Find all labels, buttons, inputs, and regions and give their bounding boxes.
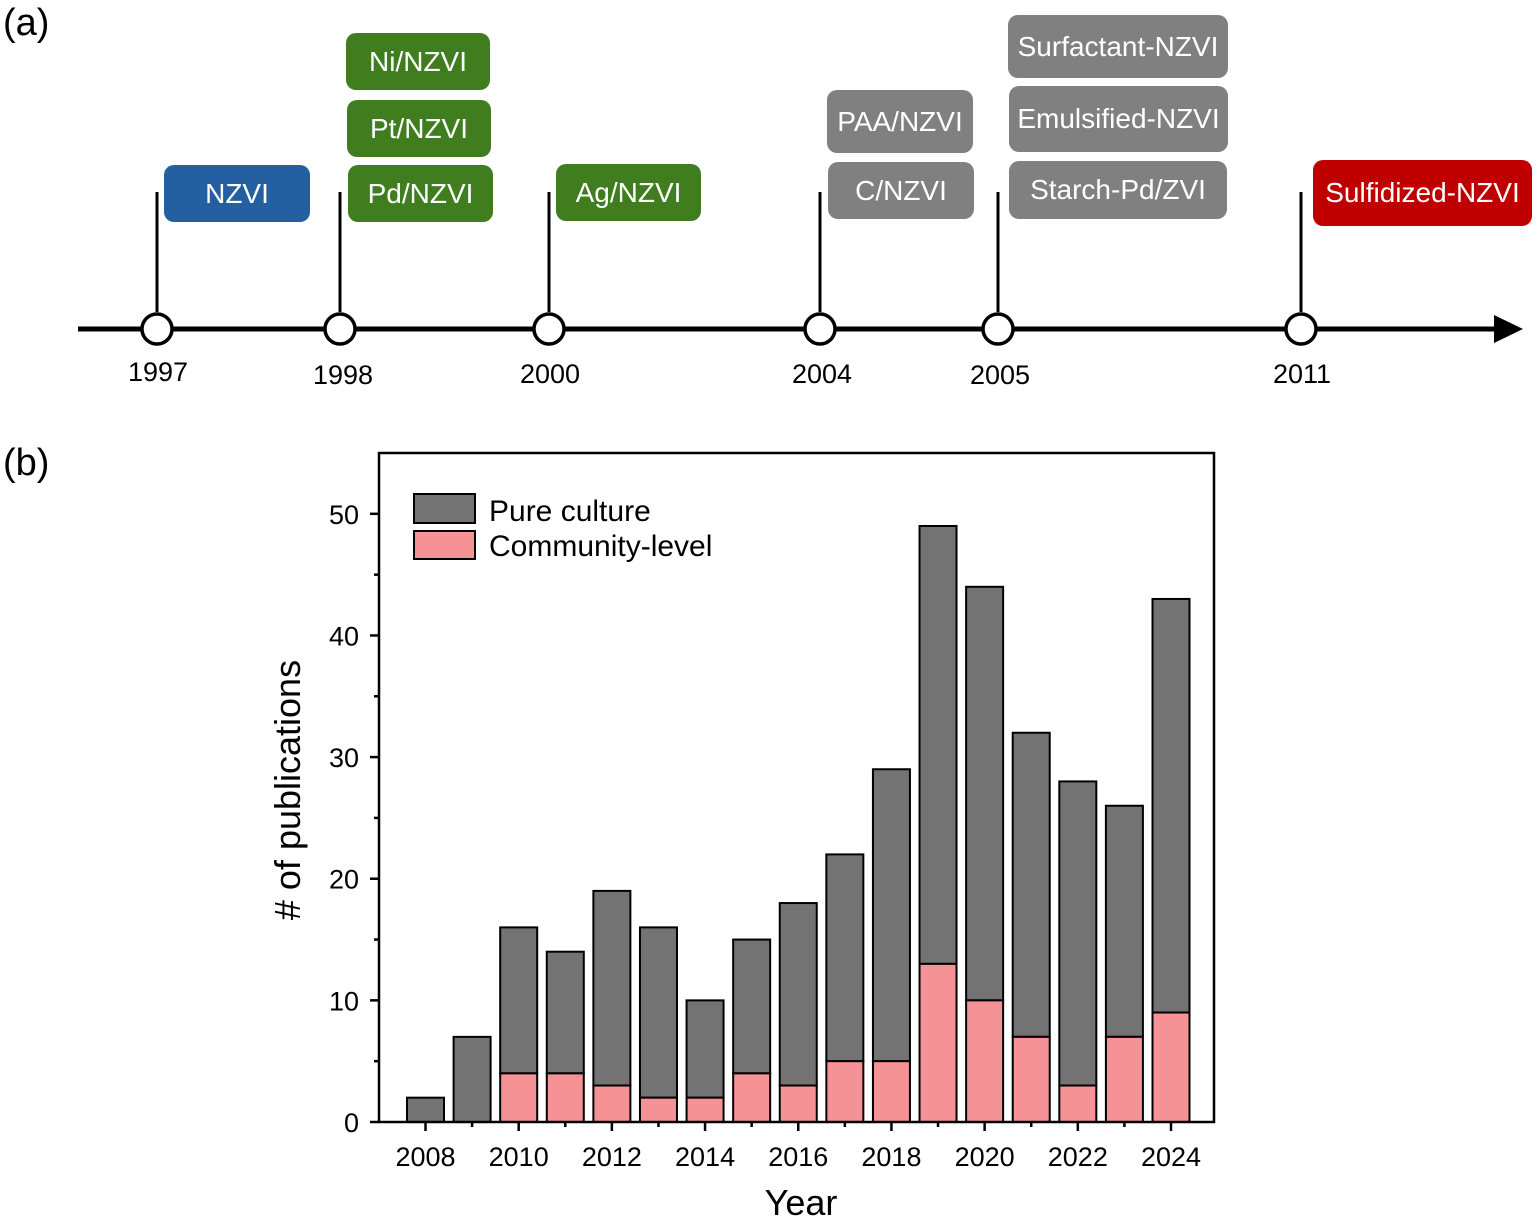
x-tick-label-2014: 2014 — [675, 1142, 735, 1172]
x-tick-label-2016: 2016 — [768, 1142, 828, 1172]
bar-community-level-2022 — [1058, 1084, 1098, 1123]
legend-label-pure-culture: Pure culture — [489, 495, 651, 528]
bar-pure-culture-2011 — [545, 950, 585, 1075]
bar-community-level-2018 — [871, 1060, 911, 1123]
x-axis-title: Year — [765, 1182, 838, 1222]
y-tick-label-0: 0 — [344, 1108, 359, 1138]
legend-swatch-community-level — [413, 530, 476, 560]
box-c-nzvi: C/NZVI — [828, 162, 974, 219]
marker-1997 — [140, 312, 174, 346]
year-label-1998: 1998 — [313, 360, 373, 390]
marker-2000 — [532, 312, 566, 346]
bar-pure-culture-2022 — [1058, 780, 1098, 1087]
bar-community-level-2017 — [825, 1060, 865, 1123]
box-starch-pd-zvi: Starch-Pd/ZVI — [1009, 161, 1227, 219]
legend-label-community-level: Community-level — [489, 530, 712, 563]
marker-2004 — [803, 312, 837, 346]
bar-pure-culture-2018 — [871, 768, 911, 1063]
bar-community-level-2012 — [592, 1084, 632, 1123]
box-paa-nzvi: PAA/NZVI — [827, 90, 973, 153]
bar-pure-culture-2009 — [452, 1035, 492, 1123]
bar-pure-culture-2015 — [732, 938, 772, 1075]
legend-swatch-pure-culture — [413, 493, 476, 524]
y-tick-label-40: 40 — [329, 621, 359, 651]
box-pd-nzvi: Pd/NZVI — [348, 165, 493, 222]
bar-community-level-2011 — [545, 1072, 585, 1124]
year-label-2000: 2000 — [520, 359, 580, 389]
timeline-arrowhead — [1494, 315, 1523, 343]
bar-pure-culture-2017 — [825, 853, 865, 1063]
box-ni-nzvi: Ni/NZVI — [346, 33, 490, 90]
y-axis: 0 10 20 30 40 50 — [329, 500, 379, 1138]
plot-frame — [377, 451, 1216, 1124]
x-tick-label-2008: 2008 — [395, 1142, 455, 1172]
box-sulfidized-nzvi: Sulfidized-NZVI — [1313, 160, 1532, 226]
bar-community-level-2015 — [732, 1072, 772, 1124]
box-nzvi: NZVI — [164, 165, 310, 222]
x-tick-label-2020: 2020 — [955, 1142, 1015, 1172]
panel-a-label: (a) — [3, 2, 50, 44]
year-label-2011: 2011 — [1273, 359, 1331, 389]
x-tick-label-2018: 2018 — [861, 1142, 921, 1172]
panel-b-label: (b) — [3, 442, 50, 484]
bar-community-level-2024 — [1151, 1011, 1191, 1124]
y-tick-label-20: 20 — [329, 865, 359, 895]
bar-pure-culture-2019 — [918, 524, 958, 965]
y-axis-title: # of publications — [267, 660, 308, 920]
box-pt-nzvi: Pt/NZVI — [347, 100, 491, 157]
box-surfactant-nzvi: Surfactant-NZVI — [1008, 15, 1228, 78]
y-tick-label-30: 30 — [329, 743, 359, 773]
bar-pure-culture-2024 — [1151, 597, 1191, 1014]
bar-pure-culture-2012 — [592, 889, 632, 1087]
bar-pure-culture-2020 — [965, 585, 1005, 1002]
y-tick-label-10: 10 — [329, 986, 359, 1016]
x-tick-label-2010: 2010 — [489, 1142, 549, 1172]
year-label-2004: 2004 — [792, 359, 852, 389]
timeline: 1997 1998 2000 2004 2005 2011 — [78, 192, 1523, 390]
x-axis: 2008 2010 2012 2014 2016 2018 2020 2022 2024 — [395, 1122, 1201, 1172]
y-tick-label-50: 50 — [329, 500, 359, 530]
bar-community-level-2021 — [1011, 1035, 1051, 1123]
bar-community-level-2013 — [638, 1096, 678, 1124]
marker-1998 — [323, 312, 357, 346]
bar-pure-culture-2008 — [406, 1096, 445, 1124]
year-label-1997: 1997 — [128, 357, 188, 387]
bar-community-level-2010 — [499, 1072, 539, 1124]
year-label-2005: 2005 — [970, 360, 1030, 390]
x-tick-label-2024: 2024 — [1141, 1142, 1201, 1172]
x-tick-label-2022: 2022 — [1048, 1142, 1108, 1172]
bar-community-level-2019 — [918, 962, 958, 1124]
bar-pure-culture-2021 — [1011, 731, 1051, 1038]
bar-community-level-2023 — [1104, 1035, 1144, 1123]
marker-2011 — [1284, 312, 1318, 346]
bar-community-level-2020 — [965, 999, 1005, 1124]
bar-pure-culture-2014 — [685, 999, 725, 1099]
bar-pure-culture-2013 — [638, 926, 678, 1099]
bar-layer — [406, 524, 1191, 1124]
marker-2005 — [981, 312, 1015, 346]
bar-pure-culture-2023 — [1104, 804, 1144, 1038]
bar-community-level-2016 — [778, 1084, 818, 1123]
box-ag-nzvi: Ag/NZVI — [556, 164, 701, 221]
bar-pure-culture-2010 — [499, 926, 539, 1075]
bar-community-level-2014 — [685, 1096, 725, 1124]
x-tick-label-2012: 2012 — [582, 1142, 642, 1172]
bar-pure-culture-2016 — [778, 902, 818, 1087]
box-emulsified-nzvi: Emulsified-NZVI — [1009, 86, 1228, 152]
